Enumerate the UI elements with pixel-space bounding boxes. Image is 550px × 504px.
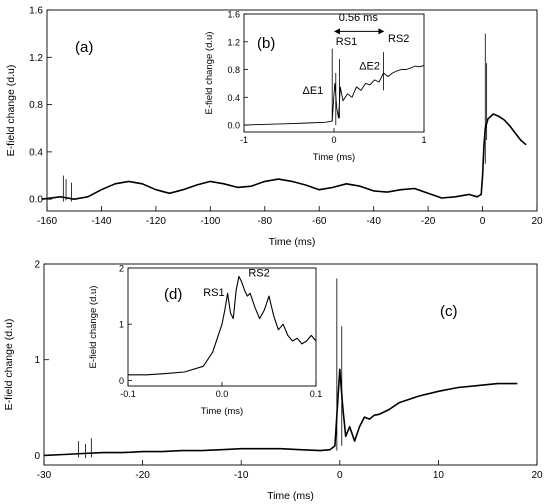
- x-tick-label-b-0: -1: [240, 135, 248, 145]
- x-tick-label-a-0: -160: [37, 216, 57, 227]
- x-tick-label-c-0: -30: [37, 470, 52, 481]
- series-line-a-0: [41, 113, 527, 200]
- y-axis-label-d: E-field change (d.u): [88, 286, 99, 369]
- x-tick-label-c-5: 20: [531, 470, 543, 481]
- panel-label-a: (a): [75, 39, 93, 56]
- annotation-b-0: RS1: [336, 36, 357, 48]
- x-tick-label-c-2: -10: [234, 470, 249, 481]
- x-tick-label-d-1: 0.0: [216, 389, 229, 399]
- y-axis-label-b: E-field change (d.u): [204, 32, 215, 115]
- y-tick-label-a-2: 0.8: [29, 100, 43, 111]
- series-line-c-0: [43, 368, 518, 457]
- y-tick-label-b-1: 0.4: [227, 93, 240, 103]
- y-tick-label-b-4: 1.6: [227, 10, 240, 20]
- x-tick-label-a-6: -40: [366, 216, 381, 227]
- panel-label-b: (b): [257, 35, 275, 52]
- x-tick-label-a-1: -140: [91, 216, 111, 227]
- x-tick-label-a-3: -100: [200, 216, 220, 227]
- x-tick-label-b-1: 0: [331, 135, 336, 145]
- x-tick-label-d-2: 0.1: [310, 389, 323, 399]
- x-axis-label-b: Time (ms): [313, 152, 355, 163]
- x-tick-label-c-1: -20: [135, 470, 150, 481]
- series-line-b-0: [243, 64, 425, 126]
- chart-d: -0.1 0.0 0.1 0 1 2 Time (ms) E-field change (d.…: [88, 264, 322, 418]
- x-axis-label-a: Time (ms): [269, 236, 316, 248]
- y-tick-label-b-3: 1.2: [227, 37, 240, 47]
- chart-b: -1 0 1 0.0 0.4 0.8 1.2 1.6 Time (ms) E-field chan…: [204, 10, 427, 164]
- y-tick-label-a-0: 0.0: [29, 195, 43, 206]
- annotation-b-4: ΔE2: [359, 61, 380, 73]
- span-arrow-head-left: [334, 28, 340, 35]
- x-tick-label-a-8: 0: [480, 216, 486, 227]
- y-tick-label-a-3: 1.2: [29, 53, 43, 64]
- y-tick-label-b-2: 0.8: [227, 65, 240, 75]
- panel-label-d: (d): [164, 286, 182, 303]
- x-tick-label-a-5: -60: [312, 216, 327, 227]
- x-tick-label-b-2: 1: [421, 135, 426, 145]
- x-tick-label-c-3: 0: [337, 470, 343, 481]
- y-tick-label-c-0: 0: [34, 451, 40, 462]
- x-tick-label-a-7: -20: [421, 216, 436, 227]
- y-tick-label-c-1: 1: [34, 355, 40, 366]
- y-tick-label-b-0: 0.0: [227, 121, 240, 131]
- plot-area-b: [244, 14, 424, 132]
- series-line-d-0: [128, 275, 317, 376]
- annotation-b-2: 0.56 ms: [339, 12, 379, 24]
- x-tick-label-a-9: 20: [531, 216, 543, 227]
- y-tick-label-d-1: 1: [119, 320, 124, 330]
- x-tick-label-a-2: -120: [146, 216, 166, 227]
- y-tick-label-d-0: 0: [119, 376, 124, 386]
- span-arrow-head-right: [378, 28, 385, 35]
- plot-area-d: [128, 268, 316, 386]
- annotation-d-0: RS1: [203, 287, 224, 299]
- x-tick-label-c-4: 10: [433, 470, 445, 481]
- x-axis-label-c: Time (ms): [267, 490, 314, 502]
- x-tick-label-d-0: -0.1: [120, 389, 136, 399]
- y-axis-label-c: E-field change (d.u): [3, 319, 15, 411]
- annotation-b-3: ΔE1: [303, 85, 324, 97]
- axes-frame-a: [46, 9, 538, 212]
- y-tick-label-c-2: 2: [34, 260, 40, 271]
- panel-label-c: (c): [440, 303, 458, 320]
- annotation-d-1: RS2: [248, 267, 269, 279]
- y-axis-label-a: E-field change (d.u): [5, 65, 17, 157]
- y-tick-label-d-2: 2: [119, 264, 124, 274]
- y-tick-label-a-4: 1.6: [29, 6, 43, 17]
- annotation-b-1: RS2: [388, 33, 409, 45]
- y-tick-label-a-1: 0.4: [29, 147, 43, 158]
- x-tick-label-a-4: -80: [258, 216, 273, 227]
- x-axis-label-d: Time (ms): [201, 406, 243, 417]
- axes-frame-c: [43, 263, 538, 466]
